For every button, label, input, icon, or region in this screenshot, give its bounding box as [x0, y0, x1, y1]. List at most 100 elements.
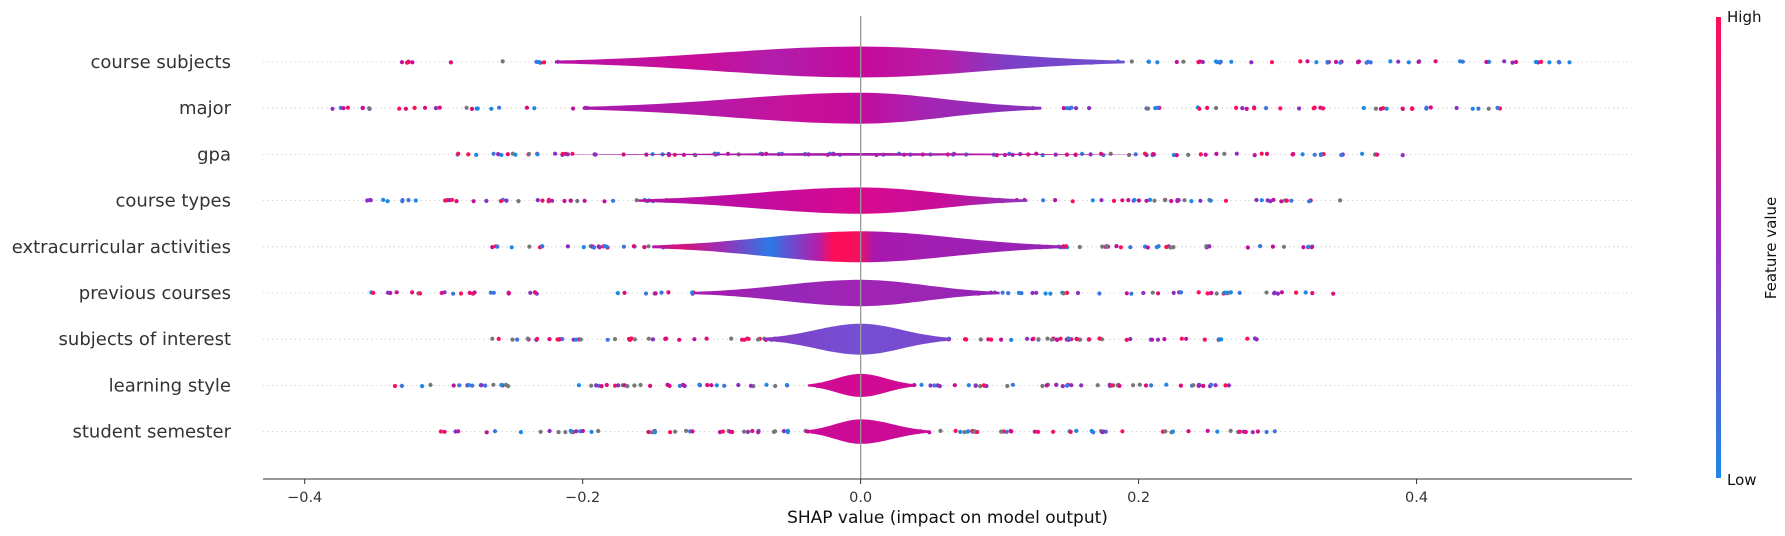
- shap-point: [1097, 336, 1102, 341]
- shap-point: [1124, 291, 1129, 296]
- shap-point: [413, 198, 418, 203]
- shap-point: [575, 198, 580, 204]
- shap-point: [1476, 106, 1481, 111]
- shap-point: [1061, 244, 1066, 250]
- shap-point: [1030, 290, 1035, 296]
- shap-point: [666, 290, 671, 295]
- shap-point: [467, 290, 472, 295]
- shap-point: [978, 337, 983, 342]
- shap-point: [1200, 59, 1205, 65]
- shap-point: [1150, 152, 1156, 157]
- shap-point: [404, 60, 410, 65]
- shap-point: [499, 382, 504, 388]
- shap-point: [1109, 383, 1114, 388]
- shap-point: [1252, 106, 1257, 111]
- x-tick-label: 0.4: [1405, 490, 1428, 506]
- shap-point: [1025, 336, 1030, 341]
- feature-label: previous courses: [79, 283, 231, 304]
- shap-point: [1069, 105, 1074, 110]
- shap-point: [1228, 428, 1233, 433]
- shap-point: [621, 244, 627, 249]
- feature-label: gpa: [197, 144, 231, 165]
- shap-point: [704, 336, 709, 341]
- shap-point: [576, 383, 582, 388]
- shap-point: [535, 336, 540, 341]
- shap-point: [1214, 291, 1219, 296]
- shap-point: [1364, 60, 1369, 65]
- shap-point: [385, 199, 390, 204]
- shap-point: [742, 337, 747, 342]
- shap-point: [562, 198, 567, 204]
- shap-point: [1069, 383, 1074, 388]
- shap-point: [622, 290, 627, 295]
- shap-point: [1127, 152, 1132, 158]
- shap-point: [1307, 199, 1312, 204]
- shap-point: [484, 198, 489, 203]
- shap-point: [1099, 198, 1104, 203]
- shap-point: [919, 382, 924, 387]
- shap-point: [1006, 291, 1011, 296]
- shap-point: [1198, 152, 1203, 157]
- shap-point: [448, 60, 453, 65]
- shap-point: [1309, 245, 1314, 250]
- violin-shape: [693, 279, 1000, 307]
- shap-point: [433, 106, 439, 111]
- shap-point: [1144, 198, 1149, 203]
- shap-point: [1396, 59, 1401, 64]
- shap-point: [490, 336, 495, 341]
- shap-point: [399, 60, 405, 65]
- shap-point: [612, 337, 618, 342]
- shap-point: [1129, 291, 1134, 296]
- shap-point: [1567, 60, 1572, 65]
- shap-point: [965, 429, 970, 434]
- shap-point: [1312, 152, 1317, 157]
- shap-point: [513, 152, 518, 157]
- shap-point: [1098, 151, 1104, 156]
- shap-point: [1152, 198, 1157, 203]
- shap-point: [420, 384, 425, 389]
- shap-point: [330, 106, 335, 111]
- shap-point: [399, 383, 404, 388]
- shap-point: [690, 429, 695, 434]
- shap-point: [492, 429, 498, 434]
- shap-point: [650, 337, 656, 342]
- shap-point: [1305, 59, 1310, 64]
- shap-point: [1048, 291, 1053, 296]
- shap-point: [692, 337, 697, 342]
- shap-point: [1244, 106, 1249, 111]
- shap-point: [1272, 291, 1277, 296]
- feature-row: gpa: [197, 144, 1632, 165]
- shap-point: [962, 430, 967, 435]
- feature-row: subjects of interest: [59, 323, 1632, 355]
- shap-point: [1264, 429, 1269, 435]
- violin-shape: [807, 373, 917, 397]
- shap-point: [524, 105, 530, 110]
- shap-point: [1080, 151, 1085, 156]
- shap-point: [599, 384, 604, 389]
- shap-point: [745, 429, 751, 434]
- shap-point: [457, 383, 462, 388]
- shap-point: [1171, 290, 1176, 295]
- shap-point: [1073, 106, 1079, 111]
- shap-point: [1004, 429, 1009, 434]
- shap-point: [1043, 291, 1048, 296]
- shap-point: [506, 291, 511, 296]
- shap-point: [1155, 337, 1161, 342]
- feature-row: previous courses: [79, 279, 1632, 307]
- shap-point: [580, 428, 586, 434]
- shap-point: [394, 290, 399, 295]
- shap-point: [403, 106, 408, 111]
- shap-point: [677, 383, 683, 388]
- shap-point: [526, 151, 532, 157]
- shap-point: [406, 198, 411, 203]
- shap-point: [673, 429, 678, 434]
- shap-point: [1278, 106, 1283, 111]
- shap-point: [1186, 152, 1191, 157]
- violin-shape: [805, 419, 931, 444]
- shap-point: [1281, 244, 1287, 249]
- shap-point: [568, 428, 573, 433]
- shap-point: [596, 244, 601, 249]
- shap-point: [581, 245, 586, 250]
- shap-point: [1145, 245, 1150, 250]
